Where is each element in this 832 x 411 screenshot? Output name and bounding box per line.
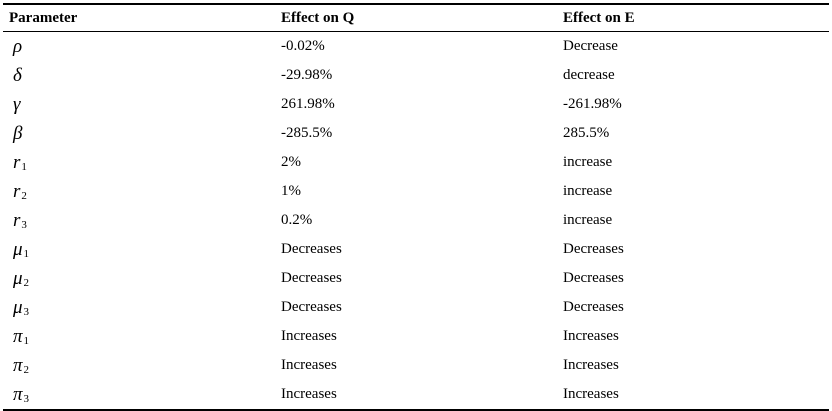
parameter-symbol-cell: r3 [3,206,275,235]
header-row: Parameter Effect on Q Effect on E [3,4,829,32]
parameter-symbol-cell: μ2 [3,264,275,293]
effect-on-e-cell: Decreases [563,299,624,315]
effect-on-e-cell: Decreases [563,270,624,286]
effect-on-q-cell: Increases [281,386,337,402]
table-row: π2 Increases Increases [3,351,829,380]
effect-on-e-cell: 285.5% [563,125,610,141]
parameter-symbol-cell: ρ [3,32,275,62]
effect-on-e-cell: increase [563,212,613,228]
table-row: μ3 Decreases Decreases [3,293,829,322]
table-row: π3 Increases Increases [3,380,829,410]
effect-on-e-cell: decrease [563,67,615,83]
parameter-symbol: β [13,122,23,144]
parameter-subscript: 2 [23,276,30,289]
parameter-subscript: 3 [23,392,30,405]
parameter-symbol: r [13,151,21,173]
header-parameter: Parameter [9,9,78,26]
effect-on-e-cell: Decrease [563,38,618,54]
effect-on-e-cell: Decreases [563,241,624,257]
effect-on-q-cell: -0.02% [281,38,325,54]
effect-on-q-cell: 2% [281,154,301,170]
parameter-symbol-cell: r2 [3,177,275,206]
table-row: r1 2% increase [3,148,829,177]
effect-on-e-cell: -261.98% [563,96,622,112]
parameter-symbol-cell: β [3,119,275,148]
parameter-subscript: 1 [23,334,30,347]
parameter-effects-table-container: Parameter Effect on Q Effect on E ρ -0.02… [3,3,829,411]
effect-on-e-cell: increase [563,183,613,199]
parameter-subscript: 1 [23,247,30,260]
parameter-subscript: 2 [23,363,30,376]
table-header: Parameter Effect on Q Effect on E [3,4,829,32]
parameter-subscript: 2 [21,189,27,202]
table-row: γ 261.98% -261.98% [3,90,829,119]
effect-on-q-cell: 0.2% [281,212,313,228]
effect-on-e-cell: Increases [563,357,619,373]
table-row: δ -29.98% decrease [3,61,829,90]
parameter-subscript: 3 [23,305,30,318]
parameter-symbol-cell: δ [3,61,275,90]
header-effect-on-q: Effect on Q [281,9,355,26]
parameter-symbol-cell: γ [3,90,275,119]
parameter-symbol: δ [13,64,22,86]
parameter-symbol: π [13,383,23,405]
parameter-effects-table: Parameter Effect on Q Effect on E ρ -0.02… [3,3,829,411]
table-row: π1 Increases Increases [3,322,829,351]
header-effect-on-e: Effect on E [563,9,635,26]
parameter-symbol-cell: π2 [3,351,275,380]
effect-on-q-cell: -29.98% [281,67,333,83]
effect-on-q-cell: 261.98% [281,96,335,112]
effect-on-q-cell: Decreases [281,299,342,315]
table-row: r2 1% increase [3,177,829,206]
effect-on-q-cell: Increases [281,357,337,373]
table-row: β -285.5% 285.5% [3,119,829,148]
parameter-symbol: r [13,209,21,231]
parameter-symbol: π [13,354,23,376]
effect-on-q-cell: Decreases [281,270,342,286]
parameter-symbol: γ [13,93,21,115]
parameter-symbol: ρ [13,35,23,57]
parameter-symbol-cell: r1 [3,148,275,177]
effect-on-e-cell: Increases [563,328,619,344]
parameter-subscript: 1 [21,160,27,173]
table-row: r3 0.2% increase [3,206,829,235]
effect-on-q-cell: 1% [281,183,301,199]
parameter-symbol-cell: μ3 [3,293,275,322]
parameter-symbol: π [13,325,23,347]
effect-on-q-cell: Decreases [281,241,342,257]
parameter-symbol-cell: π3 [3,380,275,410]
parameter-symbol-cell: μ1 [3,235,275,264]
parameter-symbol: μ [13,238,23,260]
table-row: ρ -0.02% Decrease [3,32,829,62]
effect-on-q-cell: Increases [281,328,337,344]
table-body: ρ -0.02% Decrease δ -29.98% decrease γ 261.98% -… [3,32,829,410]
parameter-symbol-cell: π1 [3,322,275,351]
effect-on-e-cell: increase [563,154,613,170]
parameter-symbol: μ [13,296,23,318]
parameter-subscript: 3 [21,218,27,231]
effect-on-e-cell: Increases [563,386,619,402]
table-row: μ2 Decreases Decreases [3,264,829,293]
effect-on-q-cell: -285.5% [281,125,333,141]
parameter-symbol: r [13,180,21,202]
parameter-symbol: μ [13,267,23,289]
table-row: μ1 Decreases Decreases [3,235,829,264]
